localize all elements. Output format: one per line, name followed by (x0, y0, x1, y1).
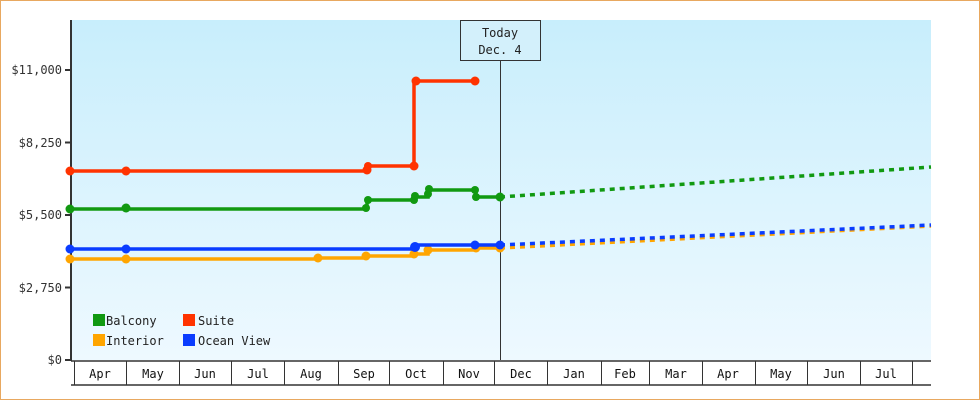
x-tick-label: Apr (717, 367, 739, 381)
interior-swatch-icon (93, 334, 105, 346)
today-marker: Today Dec. 4 (460, 20, 541, 360)
series-suite (65, 76, 480, 176)
x-tick-label: Nov (458, 367, 480, 381)
y-tick-label: $11,000 (11, 63, 62, 77)
x-tick-label: Jun (823, 367, 845, 381)
x-tick-label: Jan (563, 367, 585, 381)
y-tick-label: $5,500 (19, 208, 62, 222)
x-tick-label: Jul (247, 367, 269, 381)
x-tick-label: Sep (353, 367, 375, 381)
x-tick-label: Jul (875, 367, 897, 381)
legend-label: Interior (106, 334, 164, 348)
y-tick-label: $8,250 (19, 136, 62, 150)
y-tick-label: $2,750 (19, 281, 62, 295)
ocean-view-swatch-icon (183, 334, 195, 346)
y-tick-label: $0 (48, 353, 62, 367)
x-tick-label: Mar (665, 367, 687, 381)
x-tick-label: Jun (194, 367, 216, 381)
today-date: Dec. 4 (478, 43, 521, 57)
legend-label: Ocean View (198, 334, 271, 348)
suite-swatch-icon (183, 314, 195, 326)
x-tick-label: Aug (300, 367, 322, 381)
x-tick-label: Apr (89, 367, 111, 381)
y-ticks: $0 $2,750 $5,500 $8,250 $11,000 (11, 63, 71, 367)
balcony-swatch-icon (93, 314, 105, 326)
legend-item-ocean-view[interactable]: Ocean View (183, 334, 271, 348)
x-tick-label: Feb (614, 367, 636, 381)
x-tick-label: Oct (405, 367, 427, 381)
x-tick-label: May (142, 367, 164, 381)
series-ocean-view (65, 223, 932, 254)
legend-label: Balcony (106, 314, 157, 328)
today-label: Today (482, 26, 518, 40)
legend-label: Suite (198, 314, 234, 328)
x-axis-months: Apr May Jun Jul Aug Sep Oct Nov Dec Jan … (71, 360, 931, 386)
series-balcony (65, 165, 932, 214)
x-tick-label: May (770, 367, 792, 381)
legend-item-suite[interactable]: Suite (183, 314, 234, 328)
legend-item-interior[interactable]: Interior (93, 334, 164, 348)
legend-item-balcony[interactable]: Balcony (93, 314, 157, 328)
x-tick-label: Dec (510, 367, 532, 381)
legend: Balcony Suite Interior Ocean View (93, 314, 271, 348)
